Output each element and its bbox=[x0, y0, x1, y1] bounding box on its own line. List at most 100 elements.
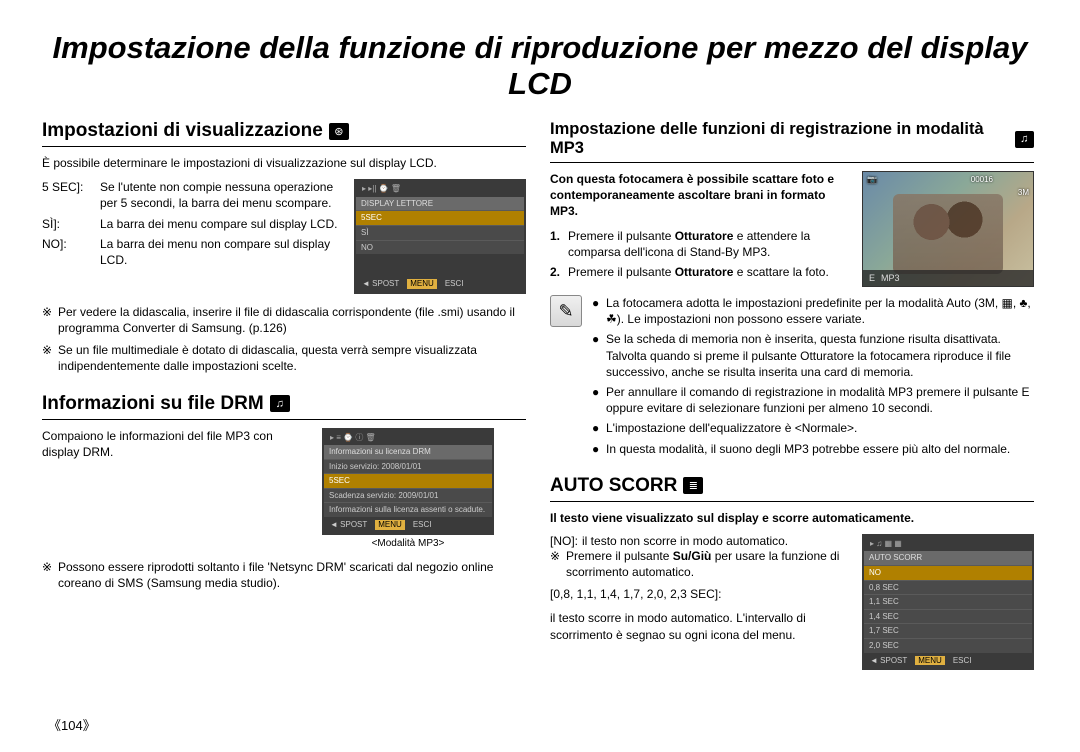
note-text: Per vedere la didascalia, inserire il fi… bbox=[58, 304, 526, 336]
panel-esci: ESCI bbox=[445, 279, 464, 289]
page-title: Impostazione della funzione di riproduzi… bbox=[42, 30, 1038, 102]
counter-badge: 00016 bbox=[971, 175, 993, 184]
heading-visualizzazione: Impostazioni di visualizzazione ⊛ bbox=[42, 120, 526, 147]
intro-visualizzazione: È possibile determinare le impostazioni … bbox=[42, 155, 526, 171]
panel-topbar: ▸ ≡ ⌚ ⓘ 🗑 bbox=[324, 430, 492, 446]
drm-panel: ▸ ≡ ⌚ ⓘ 🗑 Informazioni su licenza DRM In… bbox=[322, 428, 494, 535]
heading-text: Impostazioni di visualizzazione bbox=[42, 120, 323, 142]
camera-preview: 📷 00016 3M E MP3 bbox=[862, 171, 1034, 287]
pencil-note-icon: ✎ bbox=[550, 295, 582, 327]
panel-bottombar: ◄ SPOST MENU ESCI bbox=[356, 276, 524, 292]
bullet-text: La fotocamera adotta le impostazioni pre… bbox=[606, 295, 1034, 327]
bullet-text: Per annullare il comando di registrazion… bbox=[606, 384, 1034, 416]
step-num: 1. bbox=[550, 228, 568, 260]
panel-option: 2,0 SEC bbox=[864, 638, 1032, 653]
bullet-row: ●Per annullare il comando di registrazio… bbox=[592, 384, 1034, 416]
heading-autoscorr: AUTO SCORR ≣ bbox=[550, 475, 1034, 502]
note-marker: ※ bbox=[42, 342, 58, 374]
bullet-text: L'impostazione dell'equalizzatore è <Nor… bbox=[606, 420, 1034, 436]
note-block: ✎ ●La fotocamera adotta le impostazioni … bbox=[550, 295, 1034, 461]
panel-title: AUTO SCORR bbox=[864, 551, 1032, 565]
autoscorr-body: [NO]: il testo non scorre in modo automa… bbox=[550, 534, 1034, 670]
page-number: 《104》 bbox=[48, 715, 96, 734]
def-row: 5 SEC]: Se l'utente non compie nessuna o… bbox=[42, 179, 344, 211]
heading-drm: Informazioni su file DRM ♫ bbox=[42, 393, 526, 420]
step-strong: Otturatore bbox=[675, 265, 734, 279]
panel-option: 1,4 SEC bbox=[864, 609, 1032, 624]
heading-text: AUTO SCORR bbox=[550, 475, 677, 497]
def-val: Se l'utente non compie nessuna operazion… bbox=[100, 179, 344, 211]
bullet-text: Se la scheda di memoria non è inserita, … bbox=[606, 331, 1034, 380]
interval-label: [0,8, 1,1, 1,4, 1,7, 2,0, 2,3 SEC]: bbox=[550, 586, 852, 602]
panel-menu: MENU bbox=[375, 520, 405, 530]
step-pre: Premere il pulsante bbox=[568, 229, 675, 243]
heading-registrazione-mp3: Impostazione delle funzioni di registraz… bbox=[550, 120, 1034, 163]
note-marker: ※ bbox=[550, 548, 566, 580]
right-column: Impostazione delle funzioni di registraz… bbox=[550, 120, 1034, 670]
panel-row: Informazioni sulla licenza assenti o sca… bbox=[324, 502, 492, 517]
left-column: Impostazioni di visualizzazione ⊛ È poss… bbox=[42, 120, 526, 670]
def-row: NO]: La barra dei menu non compare sul d… bbox=[42, 236, 344, 268]
sec1-body: 5 SEC]: Se l'utente non compie nessuna o… bbox=[42, 179, 526, 294]
note-marker: ※ bbox=[42, 304, 58, 336]
panel-row: 5SEC bbox=[324, 473, 492, 488]
panel-option: NO bbox=[864, 565, 1032, 580]
mp3-body: Con questa fotocamera è possibile scatta… bbox=[550, 171, 1034, 287]
def-row: [NO]: il testo non scorre in modo automa… bbox=[550, 534, 852, 548]
intro-mp3: Con questa fotocamera è possibile scatta… bbox=[550, 171, 852, 220]
intro-autoscorr: Il testo viene visualizzato sul display … bbox=[550, 510, 1034, 526]
panel-option: 5SEC bbox=[356, 210, 524, 225]
note-strong: Su/Giù bbox=[673, 549, 712, 563]
e-button-label: E bbox=[869, 273, 875, 283]
heading-text: Informazioni su file DRM bbox=[42, 393, 264, 415]
note-text: Possono essere riprodotti soltanto i fil… bbox=[58, 559, 526, 591]
bullet-row: ●L'impostazione dell'equalizzatore è <No… bbox=[592, 420, 1034, 436]
step-post: e scattare la foto. bbox=[733, 265, 828, 279]
step-strong: Otturatore bbox=[675, 229, 734, 243]
music-icon: ♫ bbox=[270, 395, 290, 412]
photo-people bbox=[893, 194, 1003, 274]
bullet-text: In questa modalità, il suono degli MP3 p… bbox=[606, 441, 1034, 457]
panel-topbar: ▸ ▸|| ⌚ 🗑 bbox=[356, 181, 524, 197]
def-key: [NO]: bbox=[550, 534, 578, 548]
camera-icon: 📷 bbox=[867, 175, 877, 184]
note-text: Premere il pulsante Su/Giù per usare la … bbox=[566, 548, 852, 580]
def-key: 5 SEC]: bbox=[42, 179, 100, 211]
panel-row: Informazioni su licenza DRM bbox=[324, 445, 492, 459]
step-row: 1. Premere il pulsante Otturatore e atte… bbox=[550, 228, 852, 260]
panel-row: Scadenza servizio: 2009/01/01 bbox=[324, 488, 492, 503]
panel-option: 1,7 SEC bbox=[864, 623, 1032, 638]
def-val: La barra dei menu compare sul display LC… bbox=[100, 216, 344, 232]
bullet-row: ●La fotocamera adotta le impostazioni pr… bbox=[592, 295, 1034, 327]
step-text: Premere il pulsante Otturatore e scattar… bbox=[568, 264, 852, 280]
panel-option: 0,8 SEC bbox=[864, 580, 1032, 595]
bullet-row: ●In questa modalità, il suono degli MP3 … bbox=[592, 441, 1034, 457]
sec2-body: Compaiono le informazioni del file MP3 c… bbox=[42, 428, 526, 549]
panel-spost: ◄ SPOST bbox=[870, 656, 907, 666]
text-icon: ≣ bbox=[683, 477, 703, 494]
note-row: ※ Possono essere riprodotti soltanto i f… bbox=[42, 559, 526, 591]
def-val: il testo non scorre in modo automatico. bbox=[582, 534, 788, 548]
panel-bottombar: ◄ SPOST MENU ESCI bbox=[864, 653, 1032, 669]
panel-esci: ESCI bbox=[953, 656, 972, 666]
step-row: 2. Premere il pulsante Otturatore e scat… bbox=[550, 264, 852, 280]
mp3-label: MP3 bbox=[881, 273, 900, 283]
panel-topbar: ▸ ♫ ▦ ▦ bbox=[864, 536, 1032, 552]
panel-bottombar: ◄ SPOST MENU ESCI bbox=[324, 517, 492, 533]
note-pre: Premere il pulsante bbox=[566, 549, 673, 563]
def-key: SÌ]: bbox=[42, 216, 100, 232]
panel-spost: ◄ SPOST bbox=[330, 520, 367, 530]
step-text: Premere il pulsante Otturatore e attende… bbox=[568, 228, 852, 260]
def-row: SÌ]: La barra dei menu compare sul displ… bbox=[42, 216, 344, 232]
panel-caption: <Modalità MP3> bbox=[322, 538, 494, 549]
note-body: ●La fotocamera adotta le impostazioni pr… bbox=[592, 295, 1034, 461]
note-row: ※ Per vedere la didascalia, inserire il … bbox=[42, 304, 526, 336]
resolution-badge: 3M bbox=[1018, 188, 1029, 197]
note-row: ※ Se un file multimediale è dotato di di… bbox=[42, 342, 526, 374]
display-lettore-panel: ▸ ▸|| ⌚ 🗑 DISPLAY LETTORE 5SEC SÌ NO ◄ S… bbox=[354, 179, 526, 294]
intro-drm: Compaiono le informazioni del file MP3 c… bbox=[42, 428, 312, 541]
step-num: 2. bbox=[550, 264, 568, 280]
interval-text: il testo scorre in modo automatico. L'in… bbox=[550, 610, 852, 642]
step-pre: Premere il pulsante bbox=[568, 265, 675, 279]
panel-option: 1,1 SEC bbox=[864, 594, 1032, 609]
